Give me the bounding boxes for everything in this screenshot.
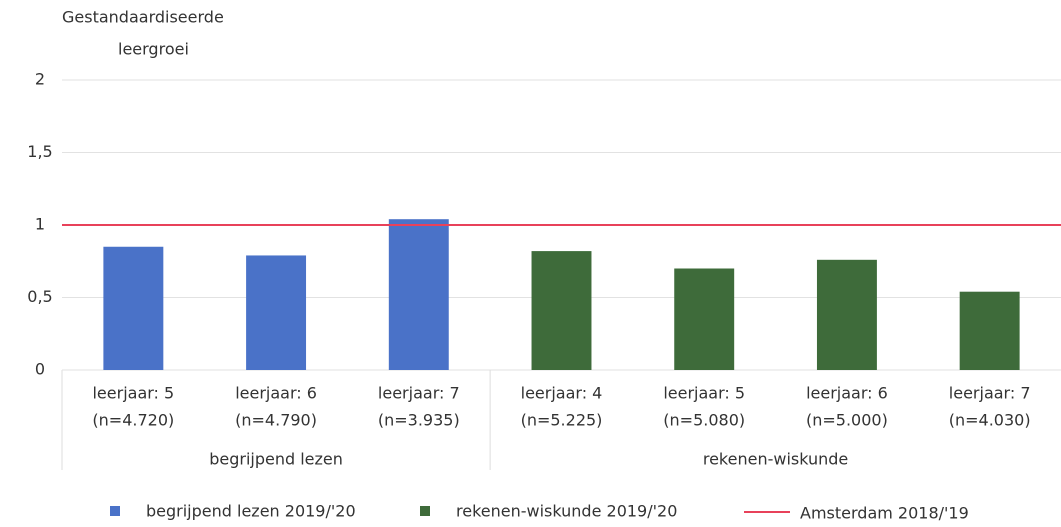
x-tick-label: (n=4.790) — [235, 411, 317, 430]
x-tick-label: leerjaar: 6 — [806, 384, 888, 403]
bar — [816, 259, 877, 370]
x-tick-label: leerjaar: 5 — [92, 384, 174, 403]
x-tick-label: (n=5.225) — [521, 411, 603, 430]
legend-label: rekenen-wiskunde 2019/'20 — [456, 502, 677, 521]
legend-label: Amsterdam 2018/'19 — [800, 504, 969, 523]
x-tick-label: (n=3.935) — [378, 411, 460, 430]
y-axis-title: Gestandaardiseerde — [62, 8, 224, 27]
x-tick-label: leerjaar: 5 — [663, 384, 745, 403]
bar — [246, 255, 307, 370]
legend-label: begrijpend lezen 2019/'20 — [146, 502, 356, 521]
y-axis-title: leergroei — [118, 40, 189, 59]
x-tick-label: leerjaar: 6 — [235, 384, 317, 403]
y-tick-label: 2 — [35, 70, 45, 89]
bar — [531, 251, 592, 370]
y-tick-label: 1 — [35, 215, 45, 234]
x-tick-label: (n=5.080) — [663, 411, 745, 430]
group-label: rekenen-wiskunde — [703, 450, 848, 469]
x-tick-label: leerjaar: 4 — [521, 384, 603, 403]
y-tick-label: 0 — [35, 360, 45, 379]
x-tick-label: (n=4.030) — [949, 411, 1031, 430]
x-tick-label: leerjaar: 7 — [378, 384, 460, 403]
bar — [674, 268, 735, 370]
legend-swatch — [420, 506, 430, 516]
bar — [388, 219, 449, 370]
bar — [959, 291, 1020, 370]
group-label: begrijpend lezen — [209, 450, 343, 469]
legend-swatch — [110, 506, 120, 516]
x-tick-label: (n=4.720) — [92, 411, 174, 430]
x-tick-label: (n=5.000) — [806, 411, 888, 430]
y-tick-label: 1,5 — [27, 142, 52, 161]
y-tick-label: 0,5 — [27, 287, 52, 306]
bar — [103, 246, 164, 370]
x-tick-label: leerjaar: 7 — [949, 384, 1031, 403]
